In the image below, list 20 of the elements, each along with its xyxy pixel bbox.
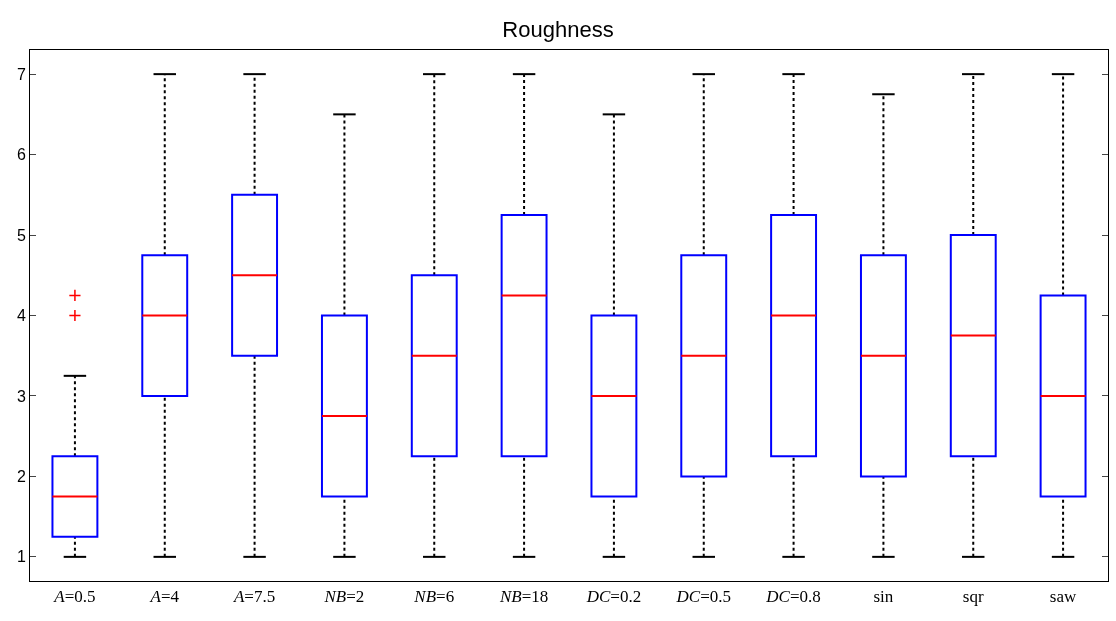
x-tick-label: DC=0.2 bbox=[585, 587, 642, 607]
y-tick-label: 1 bbox=[16, 548, 26, 566]
x-tick-label: DC=0.5 bbox=[675, 587, 731, 607]
y-tick-label: 5 bbox=[16, 226, 26, 244]
x-tick-label: NB=2 bbox=[323, 587, 365, 607]
x-tick-label: DC=0.8 bbox=[765, 587, 821, 607]
x-tick-label: sqr bbox=[962, 587, 984, 607]
x-tick-label: A=4 bbox=[149, 587, 180, 607]
x-tick-label: sin bbox=[873, 587, 894, 607]
x-tick-label: NB=6 bbox=[413, 587, 455, 607]
y-tick-label: 7 bbox=[16, 65, 26, 83]
y-tick-label: 3 bbox=[16, 387, 26, 405]
x-tick-label: saw bbox=[1049, 587, 1078, 607]
y-tick-label: 4 bbox=[16, 307, 26, 325]
chart-title: Roughness bbox=[502, 17, 614, 43]
x-tick-label: A=7.5 bbox=[232, 587, 276, 607]
x-tick-label: NB=18 bbox=[498, 587, 549, 607]
x-tick-label: A=0.5 bbox=[53, 587, 96, 607]
y-tick-label: 2 bbox=[16, 468, 26, 486]
y-tick-label: 6 bbox=[16, 146, 26, 164]
